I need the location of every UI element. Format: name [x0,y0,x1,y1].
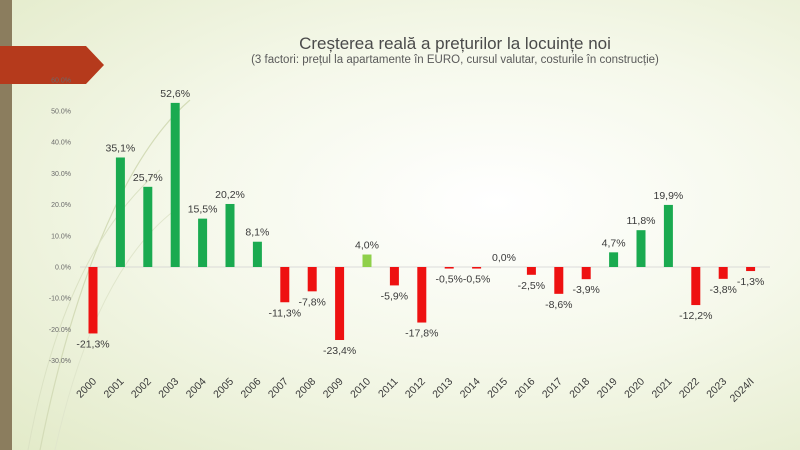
bar [636,230,646,267]
data-label: -21,3% [76,338,109,350]
x-tick-label: 2011 [376,376,401,401]
y-tick-label: 10.0% [51,233,71,240]
bar [472,267,482,269]
data-label: 52,6% [160,88,190,100]
x-tick-label: 2013 [430,376,455,401]
x-tick-label: 2007 [266,376,291,401]
data-label: -1,3% [737,276,764,288]
x-tick-label: 2022 [677,376,702,401]
bar [609,252,619,267]
bar [389,267,399,286]
x-tick-label: 2005 [211,376,236,401]
y-tick-label: -20.0% [49,327,71,334]
x-tick-label: 2009 [321,376,346,401]
data-label: 0,0% [492,252,516,264]
bar [362,254,372,267]
data-label: -0,5% [463,274,490,286]
bar [663,204,673,267]
y-tick-label: 20.0% [51,202,71,209]
data-label: -2,5% [518,280,545,292]
bar [280,267,290,303]
data-label: -11,3% [269,307,302,319]
bar [143,186,153,267]
y-tick-label: 40.0% [51,140,71,147]
x-tick-label: 2010 [348,376,373,401]
x-tick-label: 2024/I [728,376,757,405]
data-label: 4,7% [602,237,626,249]
x-tick-label: 2016 [513,376,538,401]
y-tick-label: 30.0% [51,171,71,178]
data-label: -8,6% [545,299,572,311]
x-tick-label: 2002 [129,376,154,401]
bar [88,267,98,334]
data-label: 4,0% [355,240,379,252]
x-tick-label: 2003 [156,376,181,401]
bar [526,267,536,275]
x-tick-label: 2006 [239,376,264,401]
data-label: -12,2% [679,310,712,322]
arrow-banner [0,46,104,84]
x-tick-label: 2023 [704,376,729,401]
x-tick-label: 2008 [293,376,318,401]
data-label: -0,5% [435,274,462,286]
x-tick-label: 2012 [403,376,428,401]
y-tick-label: 60.0% [51,77,71,84]
bar [252,241,262,267]
data-label: -3,8% [709,284,736,296]
x-tick-label: 2020 [622,376,647,401]
data-label: -23,4% [323,345,356,357]
y-tick-label: 50.0% [51,109,71,116]
data-label: 35,1% [106,142,136,154]
bar [335,267,345,341]
x-tick-label: 2014 [458,376,483,401]
x-tick-label: 2021 [650,376,675,401]
data-label: -5,9% [381,290,408,302]
data-label: 11,8% [627,215,656,227]
bar [554,267,564,294]
bar [718,267,728,279]
bar [691,267,701,306]
data-label: -7,8% [298,296,325,308]
bar [307,267,317,292]
x-tick-label: 2018 [567,376,592,401]
x-tick-label: 2017 [540,376,565,401]
data-label: 19,9% [654,190,684,202]
chart-title: Creșterea reală a prețurilor la locuințe… [299,34,611,53]
chart-subtitle: (3 factori: prețul la apartamente în EUR… [251,54,659,66]
data-label: 15,5% [188,204,218,216]
data-label: 8,1% [245,227,269,239]
data-label: 20,2% [215,189,245,201]
data-label: -17,8% [405,328,438,340]
y-tick-label: -30.0% [49,358,71,365]
data-label: 25,7% [133,172,163,184]
bar [444,267,454,269]
bar [170,102,180,267]
data-label: -3,9% [572,284,599,296]
x-tick-label: 2001 [102,376,127,401]
bar [746,267,756,272]
x-tick-label: 2000 [74,376,99,401]
bar [198,218,208,267]
x-tick-label: 2015 [485,376,510,401]
y-tick-label: 0.0% [55,265,71,272]
bar [581,267,591,280]
bar [115,157,125,267]
decorative-curve-2 [27,169,161,450]
sidebar-bar [0,0,12,450]
bar [225,203,235,267]
x-tick-label: 2004 [184,376,209,401]
x-tick-label: 2019 [595,376,620,401]
bar [417,267,427,323]
y-tick-label: -10.0% [49,296,71,303]
